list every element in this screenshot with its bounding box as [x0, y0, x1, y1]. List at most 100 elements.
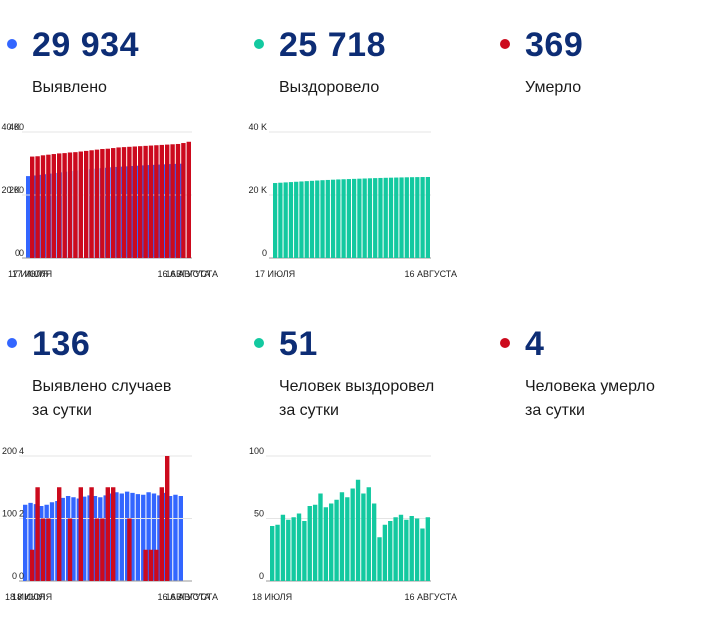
bar — [420, 177, 425, 258]
bar — [304, 181, 309, 258]
bar — [105, 148, 110, 258]
deaths-total-chart: 0 200 400 17 ИЮЛЯ 16 АВГУСТА — [9, 122, 218, 279]
y-tick-label: 0 — [259, 571, 264, 581]
y-tick-label: 400 — [9, 122, 24, 132]
deaths-total-value: 369 — [525, 26, 584, 64]
bar — [71, 497, 76, 581]
y-tick-label: 200 — [9, 185, 24, 195]
bar — [84, 150, 89, 258]
bar — [357, 178, 362, 258]
bar — [82, 496, 87, 581]
bar — [320, 180, 325, 258]
bar — [57, 487, 62, 581]
recovered-total-value: 25 718 — [279, 26, 386, 64]
recovered-daily-label-line2: за сутки — [279, 402, 339, 419]
bar — [162, 492, 167, 581]
deaths-daily-chart: 0 2 4 18 ИЮЛЯ 16 АВГУСТА — [12, 446, 218, 602]
y-tick-label: 0 — [12, 571, 17, 581]
bar — [394, 177, 399, 258]
bar — [119, 493, 124, 581]
bar — [361, 493, 366, 581]
bar — [350, 488, 355, 581]
bar — [312, 504, 318, 581]
bar — [345, 497, 350, 581]
y-tick-label: 20 K — [1, 185, 20, 195]
bar — [330, 179, 336, 258]
bar — [336, 179, 341, 258]
bar — [157, 495, 162, 581]
bar — [409, 177, 415, 258]
x-label-end: 16 АВГУСТА — [404, 592, 457, 602]
bar — [294, 181, 299, 258]
bar — [270, 526, 275, 581]
recovered-daily-label-line1: Человек выздоровел — [279, 378, 435, 395]
bar — [148, 549, 154, 581]
bar — [173, 494, 178, 581]
deaths-daily-dot-icon — [500, 338, 510, 348]
bar — [111, 487, 116, 581]
bar — [30, 549, 35, 581]
bar — [143, 549, 148, 581]
deaths-daily-value: 4 — [525, 325, 545, 363]
bar — [388, 521, 393, 581]
bar — [315, 180, 320, 258]
bar — [296, 513, 302, 581]
bar — [404, 519, 409, 581]
x-label-start: 18 ИЮЛЯ — [252, 592, 292, 602]
x-label-end: 16 АВГУСТА — [165, 269, 218, 279]
bar — [318, 493, 323, 581]
bar — [40, 518, 46, 581]
bar — [143, 145, 148, 258]
bar — [175, 143, 181, 258]
bar — [159, 487, 164, 581]
bar — [57, 153, 62, 258]
y-tick-label: 20 K — [248, 185, 267, 195]
bar — [35, 487, 40, 581]
bar — [165, 144, 170, 258]
bar — [173, 163, 178, 258]
bar — [334, 499, 339, 581]
y-tick-label: 40 K — [1, 122, 20, 132]
bar — [388, 177, 394, 258]
bar — [409, 516, 414, 581]
bar — [89, 487, 94, 581]
y-tick-label: 200 — [2, 446, 17, 456]
bar — [398, 514, 404, 581]
bar — [23, 504, 28, 581]
bar — [404, 177, 409, 258]
bar — [89, 150, 94, 258]
bar — [40, 155, 46, 258]
detected-dot-icon — [7, 39, 17, 49]
bar — [168, 164, 173, 258]
bar — [94, 149, 100, 258]
recovered-total-label: Выздоровело — [279, 79, 380, 96]
bar — [329, 503, 334, 581]
bar — [159, 144, 164, 258]
detected-daily-dot-icon — [7, 338, 17, 348]
x-label-end: 16 АВГУСТА — [165, 592, 218, 602]
bar — [299, 181, 304, 258]
x-label-start: 18 ИЮЛЯ — [5, 592, 45, 602]
bar — [302, 521, 307, 581]
deaths-daily-label-line2: за сутки — [525, 402, 585, 419]
detected-daily-label-line2: за сутки — [32, 402, 92, 419]
bar — [415, 177, 420, 258]
bar — [114, 492, 119, 581]
bar — [46, 518, 51, 581]
bar — [178, 496, 183, 581]
bar — [116, 147, 121, 258]
bar — [73, 152, 78, 258]
detected-daily-label-line1: Выявлено случаев — [32, 378, 172, 395]
bar — [425, 517, 430, 581]
bar — [154, 549, 159, 581]
bar — [67, 152, 73, 258]
bar — [28, 502, 33, 581]
bar — [323, 507, 329, 581]
bar — [127, 518, 132, 581]
x-label-start: 17 ИЮЛЯ — [8, 269, 48, 279]
bar — [148, 145, 154, 258]
recovered-dot-icon — [254, 39, 264, 49]
bar — [399, 177, 404, 258]
bar — [46, 154, 51, 258]
y-tick-label: 40 K — [248, 122, 267, 132]
